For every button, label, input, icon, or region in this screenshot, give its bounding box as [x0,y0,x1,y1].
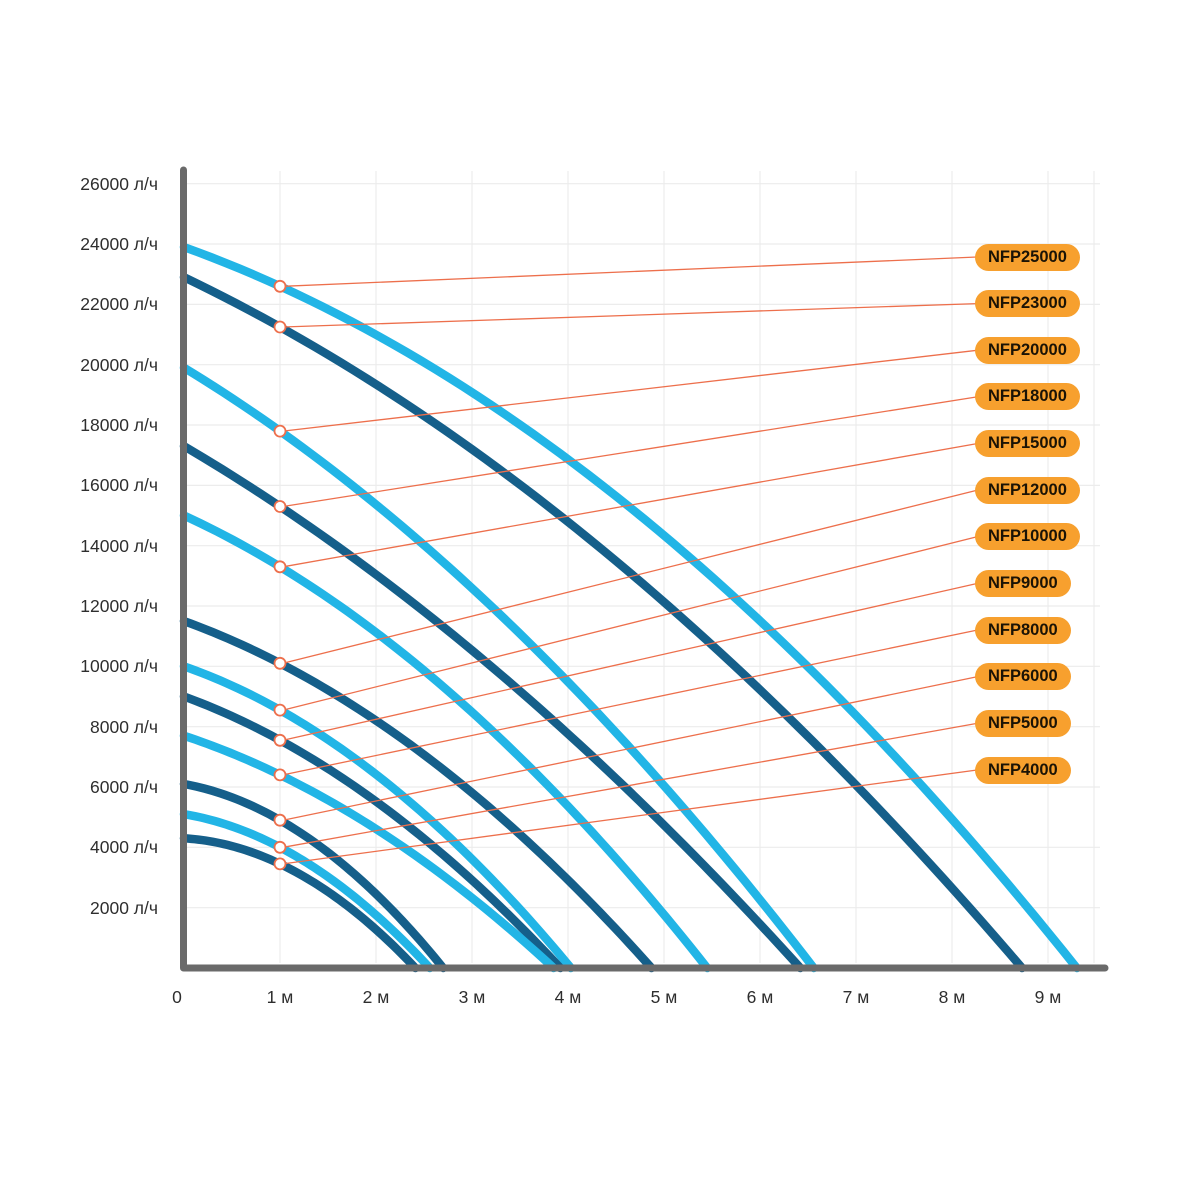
leader-line-NFP8000 [282,629,978,776]
curve-NFP12000 [179,616,656,973]
y-tick-label: 20000 л/ч [80,354,158,375]
y-tick-label: 26000 л/ч [80,173,158,194]
leader-line-NFP18000 [282,396,978,508]
curve-NFP15000 [179,511,712,973]
series-badge-NFP9000: NFP9000 [975,570,1071,597]
marker-NFP20000 [273,424,287,438]
leader-line-NFP4000 [282,769,978,865]
x-tick-label: 3 м [458,987,486,1007]
curve-NFP23000 [179,272,1027,973]
marker-NFP25000 [273,279,287,293]
marker-NFP4000 [273,857,287,871]
curve-NFP4000 [179,834,420,973]
marker-NFP5000 [273,840,287,854]
x-tick-label: 7 м [842,987,870,1007]
curve-NFP18000 [179,441,805,973]
axes [180,166,1109,972]
series-badge-NFP5000: NFP5000 [975,709,1071,737]
marker-NFP6000 [273,813,287,827]
y-tick-label: 24000 л/ч [80,234,158,254]
marker-NFP18000 [273,500,287,513]
leader-line-NFP15000 [282,442,978,568]
x-tick-label: 4 м [554,987,582,1007]
x-tick-label: 9 м [1034,987,1062,1007]
curve-NFP10000 [179,662,576,973]
x-tick-label: 0 [172,987,182,1007]
x-tick-label: 1 м [266,987,294,1007]
leader-line-NFP9000 [282,582,978,741]
marker-NFP12000 [273,656,287,670]
leader-line-NFP20000 [282,349,978,432]
x-tick-label: 5 м [650,987,678,1007]
y-tick-label: 22000 л/ч [80,294,158,315]
curve-NFP5000 [179,809,435,973]
y-tick-label: 12000 л/ч [80,596,158,616]
marker-NFP10000 [273,703,287,717]
y-tick-label: 10000 л/ч [80,656,158,677]
y-tick-label: 16000 л/ч [80,475,158,496]
y-tick-label: 6000 л/ч [90,777,158,797]
marker-NFP9000 [273,733,287,747]
series-badge-NFP20000: NFP20000 [975,336,1080,364]
curve-NFP8000 [179,731,558,973]
series-badge-NFP4000: NFP4000 [975,756,1071,784]
curve-NFP20000 [179,363,819,973]
leader-line-NFP12000 [282,489,978,664]
series-badge-NFP12000: NFP12000 [975,476,1080,504]
series-badge-NFP8000: NFP8000 [975,616,1071,644]
curve-NFP25000 [179,242,1082,973]
series-badge-NFP10000: NFP10000 [975,523,1080,551]
marker-NFP8000 [273,768,287,782]
series-badge-NFP15000: NFP15000 [975,430,1080,458]
x-tick-label: 8 м [938,987,966,1007]
marker-NFP23000 [273,320,287,334]
y-tick-label: 2000 л/ч [90,897,158,918]
x-tick-label: 2 м [362,987,390,1007]
leader-line-NFP23000 [282,302,978,328]
x-tick-label: 6 м [746,987,774,1007]
series-badge-NFP18000: NFP18000 [975,383,1080,411]
y-tick-label: 18000 л/ч [80,415,158,435]
series-badge-NFP23000: NFP23000 [975,290,1080,318]
y-tick-label: 4000 л/ч [90,837,158,858]
leader-line-NFP6000 [282,676,978,821]
series-badge-NFP6000: NFP6000 [975,663,1071,691]
leader-line-NFP25000 [282,256,978,287]
series-badge-NFP25000: NFP25000 [975,243,1080,271]
y-tick-label: 14000 л/ч [80,535,158,556]
y-tick-label: 8000 л/ч [90,716,158,737]
marker-NFP15000 [273,560,287,574]
leader-line-NFP10000 [282,536,978,711]
curve-NFP9000 [179,692,565,973]
leader-line-NFP5000 [282,722,978,848]
